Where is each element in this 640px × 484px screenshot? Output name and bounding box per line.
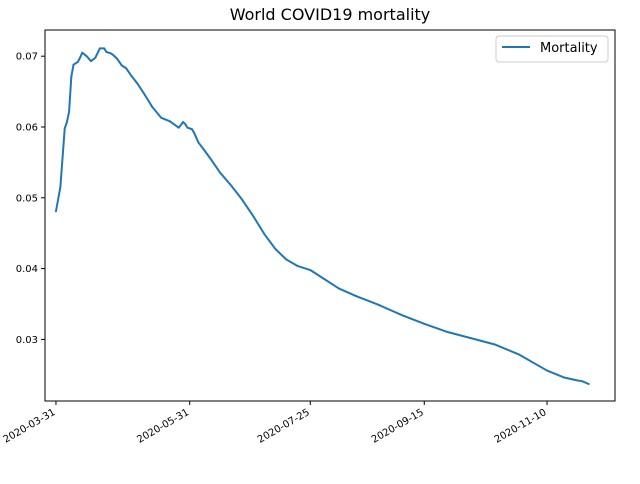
data-point bbox=[309, 269, 312, 271]
legend-box bbox=[495, 35, 609, 63]
data-point bbox=[563, 376, 566, 379]
plot-area bbox=[44, 29, 616, 402]
data-point bbox=[94, 56, 97, 59]
data-point bbox=[493, 343, 496, 346]
data-point bbox=[81, 51, 84, 54]
y-tick-label: 0.06 bbox=[16, 122, 38, 133]
data-point bbox=[193, 131, 195, 134]
y-tick-label: 0.04 bbox=[16, 264, 38, 275]
data-point bbox=[445, 330, 448, 333]
data-point bbox=[103, 47, 106, 50]
data-point bbox=[197, 141, 200, 144]
data-point bbox=[90, 60, 92, 63]
data-point bbox=[401, 314, 404, 317]
data-point bbox=[151, 106, 154, 109]
data-point bbox=[125, 67, 128, 70]
data-point bbox=[587, 383, 590, 385]
y-tick-label: 0.07 bbox=[16, 52, 38, 63]
data-point bbox=[112, 53, 114, 56]
legend: Mortality bbox=[495, 35, 609, 63]
data-point bbox=[79, 56, 81, 59]
data-point bbox=[177, 126, 180, 129]
y-tick-label: 0.03 bbox=[16, 335, 38, 346]
data-point bbox=[120, 64, 123, 67]
x-tick-label: 2020-09-15 bbox=[370, 407, 426, 446]
data-point bbox=[190, 128, 193, 131]
data-point bbox=[72, 63, 75, 66]
data-point bbox=[136, 82, 138, 84]
x-tick-label: 2020-03-31 bbox=[2, 407, 58, 446]
data-point bbox=[68, 110, 71, 113]
y-tick-label: 0.05 bbox=[16, 193, 38, 204]
data-point bbox=[219, 172, 222, 174]
data-point bbox=[423, 322, 426, 325]
data-point bbox=[377, 303, 380, 306]
data-point bbox=[517, 353, 520, 356]
data-point bbox=[581, 380, 584, 383]
data-point bbox=[142, 92, 145, 94]
data-point bbox=[274, 247, 277, 250]
data-point bbox=[59, 186, 62, 189]
data-point bbox=[252, 215, 255, 218]
data-point bbox=[355, 295, 358, 298]
data-point bbox=[109, 52, 112, 55]
legend-label-mortality: Mortality bbox=[540, 41, 598, 56]
data-point bbox=[546, 369, 548, 372]
data-point bbox=[98, 47, 101, 50]
data-point bbox=[76, 60, 79, 63]
data-point bbox=[263, 233, 266, 235]
data-point bbox=[210, 159, 213, 162]
data-point bbox=[195, 136, 198, 139]
data-point bbox=[160, 116, 163, 119]
data-point bbox=[116, 58, 119, 60]
data-point bbox=[241, 199, 244, 201]
data-point bbox=[230, 184, 233, 187]
data-point bbox=[70, 75, 73, 78]
data-point bbox=[182, 121, 185, 123]
data-point bbox=[296, 264, 299, 267]
data-point bbox=[576, 379, 579, 382]
data-point bbox=[169, 120, 171, 123]
data-point bbox=[186, 126, 189, 129]
x-tick-label: 2020-05-31 bbox=[135, 407, 191, 446]
x-tick-label: 2020-07-25 bbox=[256, 407, 312, 446]
data-point bbox=[322, 277, 325, 280]
x-axis: 2020-03-31 2020-05-31 2020-07-25 2020-09-15… bbox=[2, 401, 549, 446]
data-point bbox=[201, 147, 204, 150]
chart-title: World COVID19 mortality bbox=[230, 5, 431, 24]
data-point bbox=[55, 210, 57, 213]
data-point bbox=[337, 287, 340, 290]
data-point bbox=[285, 258, 288, 261]
data-point bbox=[85, 55, 88, 58]
data-point bbox=[66, 121, 68, 123]
x-tick-label: 2020-11-10 bbox=[493, 407, 549, 446]
y-axis: 0.03 0.04 0.05 0.06 0.07 bbox=[16, 52, 45, 346]
data-point bbox=[63, 127, 66, 130]
series-layer bbox=[54, 47, 590, 386]
data-point bbox=[105, 51, 108, 53]
data-point bbox=[184, 123, 187, 126]
data-point bbox=[129, 73, 132, 76]
data-point bbox=[469, 337, 472, 339]
